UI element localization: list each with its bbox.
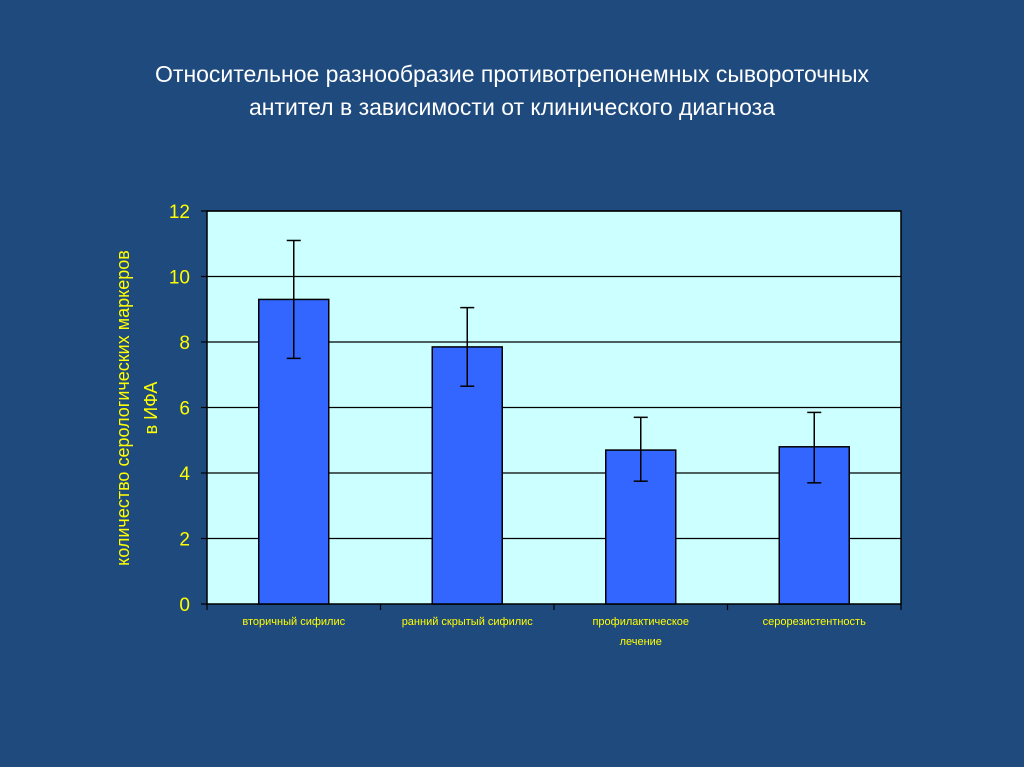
y-tick-label: 10 [169, 268, 190, 289]
slide-title: Относительное разнообразие противотрепон… [40, 58, 984, 124]
x-tick-label: вторичный сифилис [242, 616, 345, 628]
y-axis-label: в ИФА [141, 382, 161, 435]
y-tick-label: 6 [179, 399, 190, 420]
y-tick-label: 2 [179, 530, 190, 551]
y-tick-label: 0 [179, 595, 190, 616]
x-tick-label: профилактическое [592, 616, 689, 628]
y-axis-label: количество серологических маркеров [113, 250, 133, 566]
y-tick-label: 12 [169, 202, 190, 223]
y-tick-label: 4 [179, 464, 190, 485]
x-tick-label: серорезистентность [763, 616, 866, 628]
bar [431, 346, 503, 605]
slide-title-line-1: Относительное разнообразие противотрепон… [155, 61, 869, 87]
slide-title-line-2: антител в зависимости от клинического ди… [248, 94, 776, 120]
y-tick-label: 8 [179, 333, 190, 354]
x-tick-label: ранний скрытый сифилис [402, 616, 534, 628]
x-tick-label: лечение [620, 636, 662, 648]
